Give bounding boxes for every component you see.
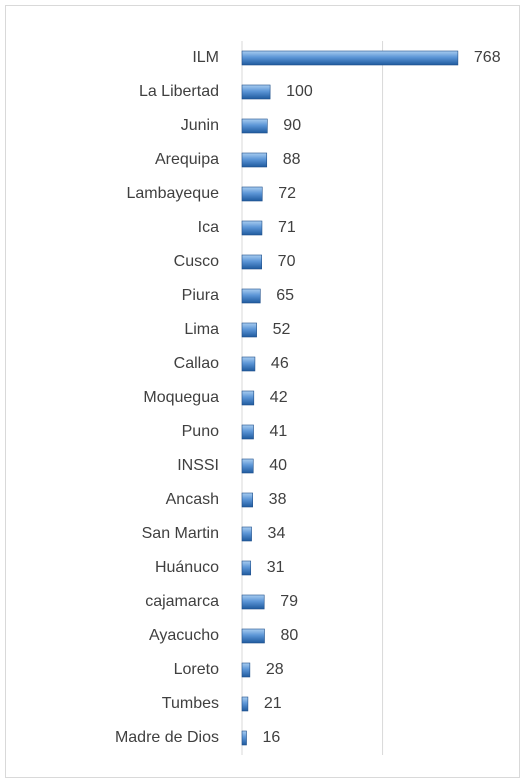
data-label: 70	[278, 253, 296, 270]
bar	[241, 288, 261, 304]
y-tick-label: Lima	[184, 321, 219, 338]
data-label: 88	[283, 151, 301, 168]
data-label: 21	[264, 695, 282, 712]
y-tick-label: Huánuco	[155, 559, 219, 576]
y-tick-label: Arequipa	[155, 151, 219, 168]
data-label: 42	[270, 389, 288, 406]
y-tick-label: Piura	[182, 287, 219, 304]
data-label: 90	[283, 117, 301, 134]
y-tick-label: Tumbes	[162, 695, 219, 712]
bar	[241, 152, 268, 168]
y-tick-label: Madre de Dios	[115, 729, 219, 746]
y-tick-label: San Martin	[142, 525, 219, 542]
data-label: 40	[269, 457, 287, 474]
y-tick-label: ILM	[192, 49, 219, 66]
data-label: 72	[278, 185, 296, 202]
y-tick-label: Junin	[181, 117, 219, 134]
bar	[241, 492, 253, 508]
y-tick-label: Cusco	[174, 253, 219, 270]
bar	[241, 220, 263, 236]
data-label: 65	[276, 287, 294, 304]
y-tick-label: Puno	[182, 423, 219, 440]
data-label: 768	[474, 49, 501, 66]
data-label: 38	[269, 491, 287, 508]
y-tick-label: Ayacucho	[149, 627, 219, 644]
bar	[241, 390, 255, 406]
bar	[241, 50, 459, 66]
bar	[241, 254, 262, 270]
y-tick-label: Moquegua	[143, 389, 219, 406]
data-label: 46	[271, 355, 289, 372]
y-tick-label: Ica	[198, 219, 219, 236]
bar	[241, 186, 263, 202]
y-tick-label: La Libertad	[139, 83, 219, 100]
data-label: 100	[286, 83, 313, 100]
data-label: 31	[267, 559, 285, 576]
y-tick-label: Callao	[174, 355, 219, 372]
data-label: 79	[280, 593, 298, 610]
bar	[241, 560, 252, 576]
bar	[241, 628, 265, 644]
data-label: 41	[270, 423, 288, 440]
y-tick-label: Lambayeque	[126, 185, 219, 202]
bar	[241, 424, 254, 440]
bar	[241, 526, 252, 542]
data-label: 71	[278, 219, 296, 236]
y-tick-label: Ancash	[166, 491, 219, 508]
data-label: 34	[268, 525, 286, 542]
bar	[241, 662, 251, 678]
y-tick-label: Loreto	[174, 661, 219, 678]
bar	[241, 730, 247, 746]
bar	[241, 356, 256, 372]
data-label: 52	[273, 321, 291, 338]
y-tick-label: INSSI	[177, 457, 219, 474]
y-tick-label: cajamarca	[145, 593, 219, 610]
bar	[241, 594, 265, 610]
bar	[241, 696, 249, 712]
data-label: 28	[266, 661, 284, 678]
bar	[241, 118, 268, 134]
data-label: 16	[262, 729, 280, 746]
bar	[241, 458, 254, 474]
chart-border	[5, 5, 520, 778]
data-label: 80	[280, 627, 298, 644]
bar	[241, 84, 271, 100]
bar	[241, 322, 257, 338]
